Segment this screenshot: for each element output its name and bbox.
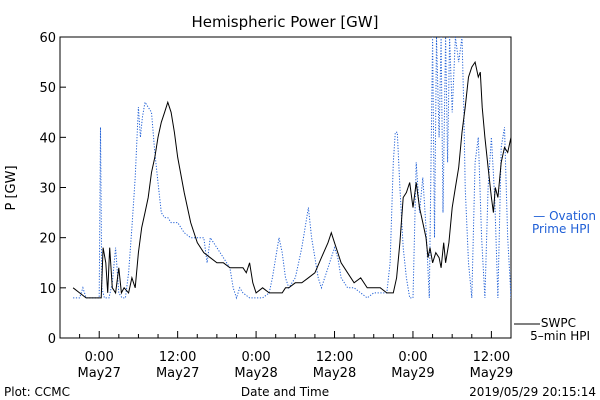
plot-credit: Plot: CCMC	[4, 385, 70, 399]
x-tick-time-label: 0:00	[398, 350, 427, 365]
y-tick-label: 10	[39, 282, 56, 297]
y-axis-ticks: 0 10 20 30 40 50 60	[39, 31, 66, 347]
x-axis-label: Date and Time	[241, 385, 329, 399]
y-tick-label: 40	[39, 131, 56, 146]
plot-frame	[59, 36, 512, 339]
x-tick-date-label: May27	[78, 366, 121, 381]
chart-title: Hemispheric Power [GW]	[192, 13, 379, 31]
x-tick-time-label: 12:00	[473, 350, 510, 365]
y-tick-label: 30	[39, 182, 56, 197]
x-tick-date-label: May27	[156, 366, 199, 381]
timestamp: 2019/05/29 20:15:14	[469, 385, 596, 399]
series-line-ovation-prime	[73, 37, 511, 300]
x-tick-date-label: May28	[234, 366, 277, 381]
x-tick-time-label: 0:00	[241, 350, 270, 365]
series-layer	[72, 37, 511, 300]
legend-ovation: — Ovation Prime HPI	[532, 209, 596, 236]
x-tick-time-label: 0:00	[85, 350, 114, 365]
x-tick-date-label: May29	[470, 366, 513, 381]
y-tick-label: 50	[39, 81, 56, 96]
x-tick-date-label: May29	[391, 366, 434, 381]
y-axis-label: P [GW]	[4, 165, 19, 210]
y-tick-label: 0	[48, 332, 56, 347]
series-line-swpc	[72, 60, 511, 299]
x-tick-time-label: 12:00	[316, 350, 353, 365]
legend-ovation-line2: Prime HPI	[532, 222, 590, 236]
y-tick-label: 60	[39, 31, 56, 46]
legend-swpc: SWPC 5–min HPI	[514, 316, 590, 343]
y-tick-label: 20	[39, 232, 56, 247]
x-axis-ticks: 0:00May2712:00May270:00May2812:00May280:…	[78, 331, 513, 381]
legend-ovation-line1: — Ovation	[533, 209, 596, 223]
x-tick-date-label: May28	[313, 366, 356, 381]
legend-swpc-line2: 5–min HPI	[530, 329, 590, 343]
x-tick-time-label: 12:00	[159, 350, 196, 365]
legend-swpc-line1: SWPC	[541, 316, 576, 330]
